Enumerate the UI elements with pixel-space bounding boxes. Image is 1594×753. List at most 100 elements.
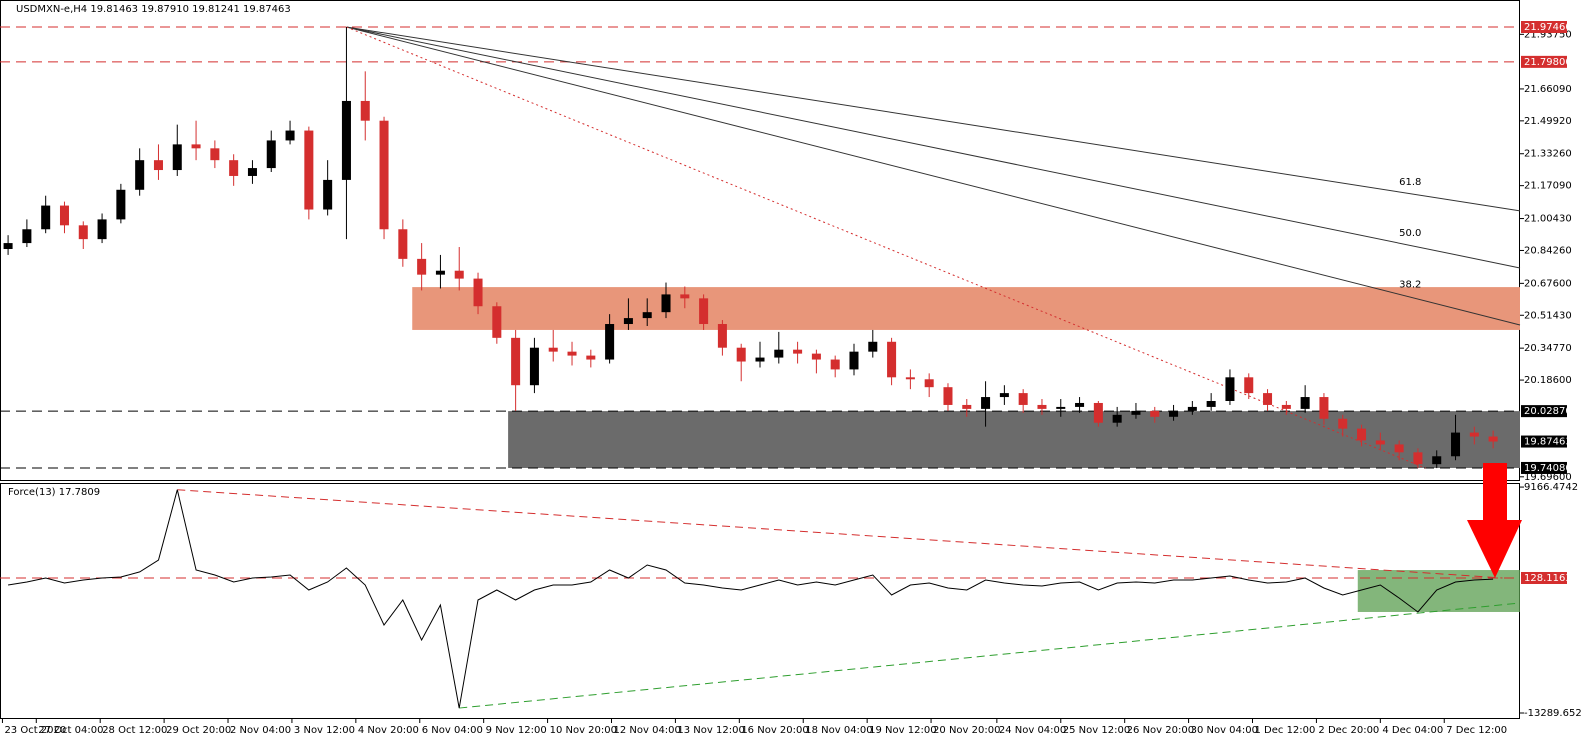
candle-body xyxy=(717,324,727,348)
candle-body xyxy=(699,298,709,325)
candle-body xyxy=(981,397,991,409)
x-tick-label: 29 Oct 20:00 xyxy=(166,725,231,736)
candle-body xyxy=(59,205,69,226)
x-tick-label: 27 Oct 04:00 xyxy=(38,725,103,736)
x-tick-label: 9 Nov 12:00 xyxy=(486,725,547,736)
y-tick-label: 21.00430 xyxy=(1524,214,1572,225)
x-tick-label: 16 Nov 20:00 xyxy=(741,725,808,736)
y-tick-label: 20.84260 xyxy=(1524,245,1572,256)
candle-body xyxy=(191,144,201,149)
candle-body xyxy=(210,148,220,161)
candle-body xyxy=(905,377,915,380)
level-label: 21.79800 xyxy=(1524,57,1572,68)
level-label-box xyxy=(1521,21,1567,34)
candle-body xyxy=(529,347,539,386)
candle-body xyxy=(229,160,239,176)
force-line xyxy=(8,489,1494,709)
y-tick-label: 21.93750 xyxy=(1524,29,1572,40)
candle-body xyxy=(1206,401,1216,407)
candle-body xyxy=(341,100,351,180)
x-tick-label: 4 Nov 20:00 xyxy=(358,725,419,736)
y-tick-label: 19.69600 xyxy=(1524,472,1572,483)
candle-body xyxy=(135,160,145,190)
panel-title: USDMXN-e,H4 19.81463 19.87910 19.81241 1… xyxy=(16,4,291,15)
candle-body xyxy=(586,355,596,360)
x-tick-label: 7 Dec 12:00 xyxy=(1446,725,1507,736)
candle-body xyxy=(1244,377,1254,394)
y-tick-label: -13289.652 xyxy=(1524,708,1582,719)
x-tick-label: 28 Oct 12:00 xyxy=(102,725,167,736)
candle-body xyxy=(868,341,878,352)
fan-label: 38.2 xyxy=(1399,279,1421,290)
candle-body xyxy=(755,357,765,362)
candle-body xyxy=(605,324,615,360)
level-label: 19.74080 xyxy=(1524,463,1572,474)
x-tick-label: 24 Nov 04:00 xyxy=(999,725,1066,736)
candle-body xyxy=(1375,440,1385,445)
x-tick-label: 6 Nov 04:00 xyxy=(422,725,483,736)
x-tick-label: 2 Dec 20:00 xyxy=(1318,725,1379,736)
y-tick-label: 20.67600 xyxy=(1524,278,1572,289)
candle-body xyxy=(1413,452,1423,465)
y-tick-label: 21.17090 xyxy=(1524,181,1572,192)
candle-body xyxy=(97,219,107,240)
candle-body xyxy=(473,278,483,307)
candle-body xyxy=(116,189,126,220)
x-tick-label: 13 Nov 12:00 xyxy=(677,725,744,736)
panel-frame xyxy=(0,0,1520,481)
y-tick-label: 20.51430 xyxy=(1524,310,1572,321)
candle-body xyxy=(1263,393,1273,405)
candle-body xyxy=(680,294,690,299)
candle-body xyxy=(1319,397,1329,419)
candle-body xyxy=(623,318,633,325)
candle-body xyxy=(304,130,314,210)
candle-body xyxy=(511,337,521,386)
candle-body xyxy=(1075,402,1085,407)
candle-body xyxy=(849,351,859,370)
level-label: 21.97460 xyxy=(1524,22,1572,33)
candle-body xyxy=(1357,428,1367,441)
trendline xyxy=(177,489,1503,579)
candle-body xyxy=(247,168,257,176)
x-tick-label: 1 Dec 12:00 xyxy=(1255,725,1316,736)
candle-body xyxy=(943,387,953,405)
trendline xyxy=(459,602,1521,709)
y-tick-label: 20.34770 xyxy=(1524,343,1572,354)
fan-line xyxy=(346,26,1521,212)
candle-body xyxy=(360,100,370,121)
panel-title: Force(13) 17.7809 xyxy=(8,487,100,498)
x-tick-label: 20 Nov 20:00 xyxy=(933,725,1000,736)
down-arrow xyxy=(1467,463,1522,578)
candle-body xyxy=(398,229,408,259)
fan-line xyxy=(346,26,1521,326)
candle-body xyxy=(172,144,182,171)
trendline xyxy=(346,26,1426,469)
fan-line xyxy=(346,26,1521,269)
x-tick-label: 23 Oct 2020 xyxy=(4,725,66,736)
candle-body xyxy=(41,205,51,230)
candle-body xyxy=(323,179,333,210)
candle-body xyxy=(492,306,502,338)
candle-body xyxy=(1169,410,1179,417)
candle-body xyxy=(285,130,295,141)
candle-body xyxy=(1187,406,1197,411)
candle-body xyxy=(736,347,746,362)
fan-label: 61.8 xyxy=(1399,177,1421,188)
candle-body xyxy=(1037,404,1047,409)
zone xyxy=(508,411,1520,468)
candle-body xyxy=(830,359,840,370)
last-price-label: 19.87463 xyxy=(1524,437,1572,448)
zone xyxy=(412,287,1521,330)
x-tick-label: 2 Nov 04:00 xyxy=(230,725,291,736)
candle-body xyxy=(1093,402,1103,423)
candle-body xyxy=(1281,404,1291,409)
x-tick-label: 4 Dec 04:00 xyxy=(1382,725,1443,736)
candle-body xyxy=(1300,397,1310,409)
x-tick-label: 3 Nov 12:00 xyxy=(294,725,355,736)
level-label-box xyxy=(1521,461,1567,474)
candle-body xyxy=(567,351,577,356)
candle-body xyxy=(1469,432,1479,437)
x-tick-label: 12 Nov 04:00 xyxy=(613,725,680,736)
